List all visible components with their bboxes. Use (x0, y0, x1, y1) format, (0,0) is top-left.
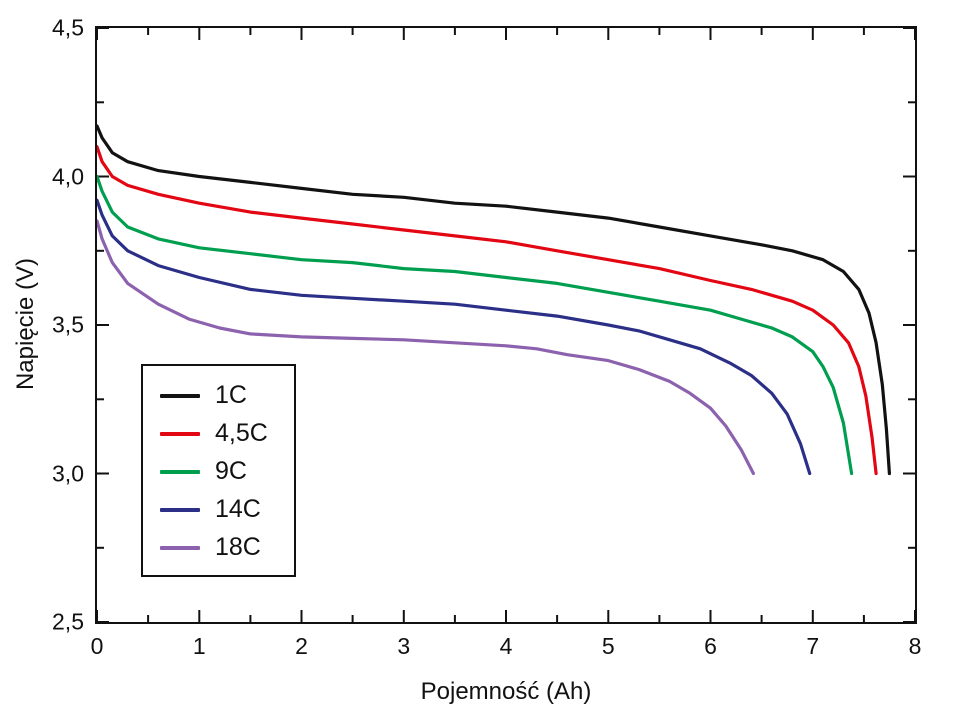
y-tick-label: 3,5 (52, 311, 84, 338)
y-tick-label: 4,5 (52, 14, 84, 41)
legend-item: 14C (160, 497, 284, 522)
legend-label: 1C (215, 381, 247, 409)
x-tick-label: 7 (806, 633, 820, 659)
legend-label: 14C (215, 495, 261, 523)
x-tick-label: 0 (90, 633, 104, 659)
legend-label: 9C (215, 457, 247, 485)
y-tick-label: 2,5 (52, 608, 84, 635)
y-axis-label: Napięcie (V) (12, 257, 39, 391)
series-line (97, 124, 891, 476)
legend-swatch (160, 507, 200, 512)
x-tick-label: 8 (908, 633, 922, 659)
chart-canvas (97, 28, 915, 622)
x-tick-label: 2 (295, 633, 308, 659)
series-line (97, 198, 812, 476)
x-tick-label: 4 (499, 633, 513, 659)
x-tick-label: 1 (192, 633, 206, 659)
series-line (97, 145, 878, 476)
legend: 1C 4,5C 9C 14C 18C (141, 364, 296, 577)
y-tick-label: 3,0 (52, 460, 84, 486)
plot-area: 1C 4,5C 9C 14C 18C (95, 26, 917, 624)
legend-item: 18C (160, 535, 284, 560)
legend-label: 4,5C (215, 419, 268, 447)
x-tick-label: 5 (601, 633, 615, 659)
x-axis-label: Pojemność (Ah) (420, 678, 592, 705)
legend-item: 4,5C (160, 421, 284, 446)
legend-swatch (160, 431, 200, 436)
legend-item: 1C (160, 383, 284, 408)
series-line (97, 174, 854, 476)
x-tick-label: 3 (397, 633, 411, 659)
legend-swatch (160, 545, 200, 550)
legend-swatch (160, 393, 200, 398)
legend-swatch (160, 469, 200, 474)
y-tick-label: 4,0 (52, 163, 84, 189)
x-tick-label: 6 (704, 633, 717, 659)
legend-label: 18C (215, 533, 261, 561)
legend-item: 9C (160, 459, 284, 484)
series-line (97, 219, 755, 476)
